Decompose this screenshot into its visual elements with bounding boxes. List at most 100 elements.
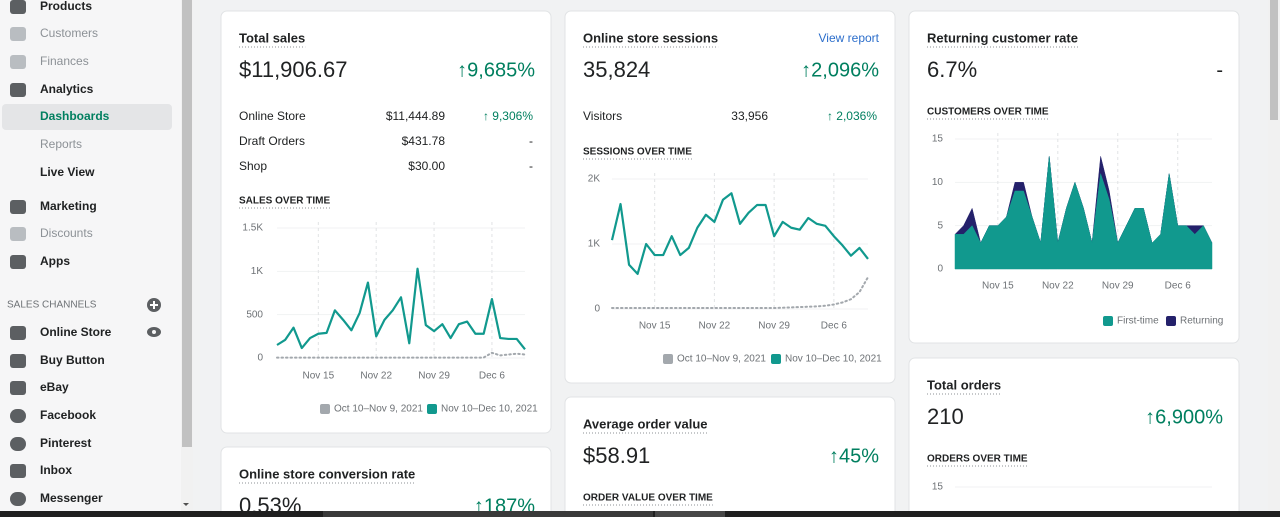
page-scrollbar bbox=[1268, 0, 1280, 517]
nav-icon bbox=[10, 200, 26, 214]
x-tick-label: Nov 15 bbox=[982, 281, 1014, 292]
card-value: $58.91 bbox=[583, 443, 650, 468]
channel-icon bbox=[10, 409, 26, 423]
line bbox=[276, 267, 526, 351]
x-tick-label: Nov 22 bbox=[360, 371, 392, 382]
x-tick-label: Dec 6 bbox=[1165, 281, 1192, 292]
nav-item[interactable]: Marketing bbox=[40, 199, 97, 213]
nav-icon bbox=[10, 83, 26, 97]
nav-icon bbox=[10, 227, 26, 241]
card-change: - bbox=[1216, 59, 1223, 81]
nav-item[interactable]: Products bbox=[40, 0, 92, 13]
row-change: - bbox=[529, 159, 533, 173]
x-tick-label: Nov 15 bbox=[639, 321, 671, 332]
taskbar-item bbox=[323, 511, 653, 517]
card-value: 210 bbox=[927, 404, 964, 429]
line bbox=[610, 192, 869, 275]
view-report-link[interactable]: View report bbox=[819, 31, 880, 45]
x-tick-label: Nov 29 bbox=[418, 371, 450, 382]
view-icon-pupil bbox=[152, 330, 156, 334]
y-tick-label: 10 bbox=[932, 177, 944, 188]
card-value: 6.7% bbox=[927, 57, 977, 82]
card bbox=[564, 10, 896, 384]
card-change: ↑9,685% bbox=[457, 59, 535, 81]
y-tick-label: 1K bbox=[588, 239, 601, 250]
nav-icon bbox=[10, 55, 26, 69]
card-value: $11,906.67 bbox=[239, 57, 347, 82]
channel-icon bbox=[10, 354, 26, 368]
x-tick-label: Nov 15 bbox=[302, 371, 334, 382]
x-tick-label: Nov 22 bbox=[1042, 281, 1074, 292]
legend-swatch bbox=[427, 404, 437, 414]
nav-item[interactable]: Discounts bbox=[40, 226, 93, 240]
row-change: ↑ 9,306% bbox=[483, 109, 533, 123]
channel-item[interactable]: Online Store bbox=[40, 325, 112, 339]
card-change: ↑2,096% bbox=[801, 59, 879, 81]
nav-item[interactable]: Reports bbox=[40, 137, 82, 151]
card-title: Online store sessions bbox=[583, 30, 718, 45]
row-label: Draft Orders bbox=[239, 134, 305, 148]
card bbox=[220, 10, 552, 434]
y-tick-label: 1K bbox=[251, 266, 264, 277]
nav-item[interactable]: Apps bbox=[40, 254, 70, 268]
nav-item[interactable]: Customers bbox=[40, 26, 98, 40]
line bbox=[611, 276, 869, 310]
channel-icon bbox=[10, 437, 26, 451]
plus bbox=[150, 301, 158, 309]
card bbox=[908, 357, 1240, 517]
card-title: Returning customer rate bbox=[927, 30, 1078, 45]
channel-item[interactable]: Buy Button bbox=[40, 353, 105, 367]
channel-icon bbox=[10, 381, 26, 395]
y-tick-label: 500 bbox=[246, 309, 263, 320]
channel-item[interactable]: Pinterest bbox=[40, 436, 91, 450]
scroll-down-arrow[interactable] bbox=[183, 503, 189, 506]
y-tick-label: 0 bbox=[257, 353, 263, 364]
x-tick-label: Nov 29 bbox=[1102, 281, 1134, 292]
channel-item[interactable]: Messenger bbox=[40, 491, 103, 505]
x-tick-label: Nov 29 bbox=[758, 321, 790, 332]
nav-icon bbox=[10, 27, 26, 41]
row-change: ↑ 2,036% bbox=[827, 109, 877, 123]
channel-item[interactable]: Inbox bbox=[40, 463, 72, 477]
legend-swatch bbox=[1166, 316, 1176, 326]
nav-icon bbox=[10, 255, 26, 269]
row-label: Online Store bbox=[239, 109, 306, 123]
section-label: SALES CHANNELS bbox=[7, 300, 97, 311]
y-tick-label: 1.5K bbox=[242, 223, 263, 234]
channel-icon bbox=[10, 492, 26, 506]
card-title: Average order value bbox=[583, 416, 708, 431]
card-change: ↑45% bbox=[829, 445, 879, 467]
legend-swatch bbox=[663, 354, 673, 364]
legend-swatch bbox=[320, 404, 330, 414]
channel-item[interactable]: Facebook bbox=[40, 408, 96, 422]
chart-title: ORDER VALUE OVER TIME bbox=[583, 493, 713, 504]
card-value: 35,824 bbox=[583, 57, 650, 82]
legend-swatch bbox=[771, 354, 781, 364]
y-tick-label: 0 bbox=[594, 304, 600, 315]
legend-label: Returning bbox=[1180, 316, 1223, 327]
nav-item[interactable]: Finances bbox=[40, 54, 89, 68]
taskbar-item bbox=[655, 511, 725, 517]
nav-item[interactable]: Live View bbox=[40, 165, 95, 179]
y-tick-label: 15 bbox=[932, 134, 944, 145]
y-tick-label: 2K bbox=[588, 174, 601, 185]
card bbox=[220, 446, 552, 517]
card bbox=[564, 396, 896, 517]
row-change: - bbox=[529, 134, 533, 148]
y-tick-label: 15 bbox=[932, 482, 944, 493]
sidebar-scroll-thumb[interactable] bbox=[182, 0, 192, 447]
row-value: $11,444.89 bbox=[386, 109, 445, 123]
legend-swatch bbox=[1103, 316, 1113, 326]
row-value: $30.00 bbox=[408, 159, 445, 173]
nav-item[interactable]: Analytics bbox=[40, 82, 94, 96]
row-value: $431.78 bbox=[402, 134, 446, 148]
area bbox=[954, 156, 1213, 270]
nav-item[interactable]: Dashboards bbox=[40, 109, 110, 123]
channel-icon bbox=[10, 326, 26, 340]
x-tick-label: Nov 22 bbox=[699, 321, 731, 332]
legend-label: Oct 10–Nov 9, 2021 bbox=[334, 404, 423, 415]
card-title: Online store conversion rate bbox=[239, 466, 415, 481]
channel-item[interactable]: eBay bbox=[40, 380, 69, 394]
card-title: Total orders bbox=[927, 377, 1001, 392]
page-scroll-thumb[interactable] bbox=[1270, 0, 1278, 120]
